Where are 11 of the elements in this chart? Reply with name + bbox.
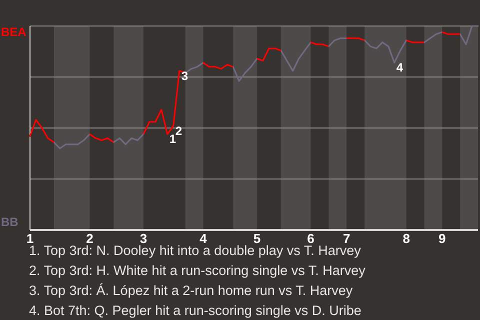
- text: 4. Bot 7th: Q. Pegler hit a run-scoring single vs D. Uribe: [29, 303, 362, 318]
- text: 3. Top 3rd: Á. López hit a 2-run home run vs T. Harvey: [29, 283, 353, 298]
- x-tick-label: 8: [402, 231, 410, 246]
- text: 2. Top 3rd: H. White hit a run-scoring single vs T. Harvey: [29, 263, 366, 278]
- x-tick-label: 9: [438, 231, 446, 246]
- text: BB: [1, 215, 19, 229]
- annotation: 3: [181, 68, 188, 83]
- annotation: 1: [169, 132, 176, 146]
- text: BEA: [1, 25, 27, 39]
- annotation: 2: [175, 124, 182, 138]
- annotation: 4: [396, 60, 404, 75]
